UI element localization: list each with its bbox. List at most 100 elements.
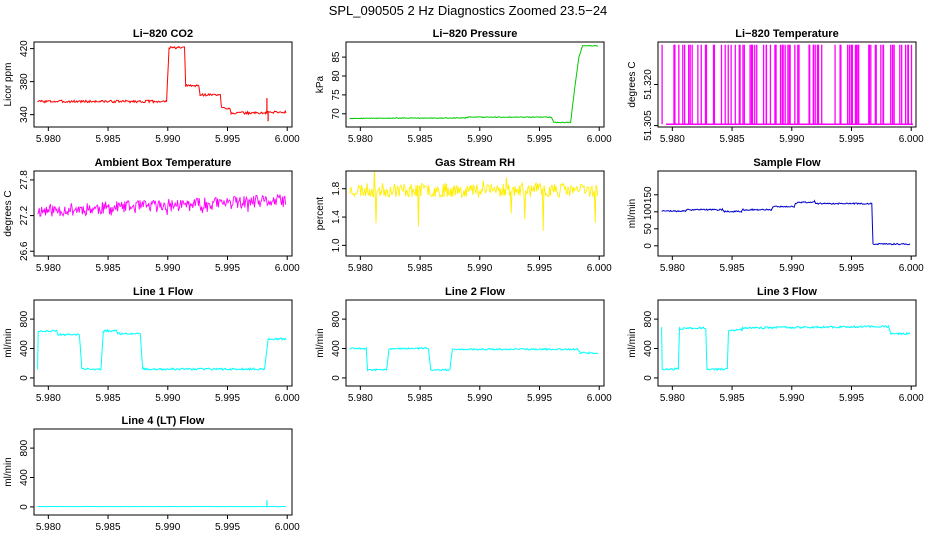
panel-line2-data <box>349 346 599 372</box>
panel-co2-frame <box>33 41 293 128</box>
panel-co2-xtick-label-4: 6.000 <box>275 134 300 145</box>
panel-rh-xtick-label-4: 6.000 <box>587 263 612 274</box>
panel-sample-xtick-label-2: 5.990 <box>779 263 804 274</box>
panel-co2-xtick-label-1: 5.985 <box>96 134 121 145</box>
panel-line3-xtick-label-1: 5.985 <box>720 393 745 404</box>
panel-pressure-series-line <box>349 44 599 124</box>
panel-ambient-xtick-label-2: 5.990 <box>155 263 180 274</box>
panel-pressure-data <box>349 44 599 124</box>
panel-sample-ytick-label-0: 0 <box>643 243 654 249</box>
panel-line1-xtick-label-2: 5.990 <box>155 393 180 404</box>
panel-line1-ytick-label-2: 800 <box>19 310 30 327</box>
panel-ambient-data <box>37 194 287 217</box>
panel-co2-xtick-label-0: 5.980 <box>36 134 61 145</box>
panel-line3-xtick-label-4: 6.000 <box>899 393 924 404</box>
panel-pressure-ytick-label-3: 85 <box>331 51 342 63</box>
panel-temperature-xtick-label-2: 5.990 <box>779 134 804 145</box>
panel-ambient: Ambient Box Temperature degrees C 5.980 5.9… <box>3 157 300 274</box>
panel-line1-frame <box>33 299 293 387</box>
panel-line4-xtick-label-0: 5.980 <box>36 522 61 533</box>
panel-line1-ylabel: ml/min <box>3 328 14 357</box>
panel-co2-ytick-label-0: 340 <box>19 106 30 123</box>
panel-co2-xtick-label-2: 5.990 <box>155 134 180 145</box>
panel-line2-ytick-label-0: 0 <box>331 375 342 381</box>
panel-sample-ytick-label-1: 50 <box>643 223 654 235</box>
panel-line1-xtick-label-0: 5.980 <box>36 393 61 404</box>
panel-ambient-series-noise <box>37 194 287 217</box>
panel-temperature-xtick-label-0: 5.980 <box>660 134 685 145</box>
panel-pressure-frame <box>345 41 605 128</box>
panel-line3-ytick-label-0: 0 <box>643 375 654 381</box>
panel-sample-ytick-label-2: 100 <box>643 203 654 220</box>
panel-ambient-xtick-label-1: 5.985 <box>96 263 121 274</box>
panel-pressure-xtick-label-1: 5.985 <box>408 134 433 145</box>
panel-ambient-xtick-label-0: 5.980 <box>36 263 61 274</box>
panel-co2-ylabel: Licor ppm <box>3 63 14 107</box>
panel-co2-xtick-label-3: 5.995 <box>215 134 240 145</box>
panel-temperature-xtick-label-4: 6.000 <box>899 134 924 145</box>
panel-co2-title: Li−820 CO2 <box>133 28 193 40</box>
panel-rh-data <box>349 171 599 231</box>
panel-line4-title: Line 4 (LT) Flow <box>122 415 205 427</box>
panel-pressure: Li−820 Pressure kPa 5.980 5.985 5.990 5.995 6.… <box>315 28 612 145</box>
panel-line2-ylabel: ml/min <box>315 328 326 357</box>
panel-line2-xtick-label-2: 5.990 <box>467 393 492 404</box>
panel-temperature-data <box>661 44 913 126</box>
panel-line4-ytick-label-0: 0 <box>19 504 30 510</box>
panel-line4-data <box>37 500 287 508</box>
panel-temperature-frame <box>657 41 917 128</box>
panel-line2-xtick-label-3: 5.995 <box>527 393 552 404</box>
figure-title: SPL_090505 2 Hz Diagnostics Zoomed 23.5−… <box>329 3 608 18</box>
panel-line3: Line 3 Flow ml/min 5.980 5.985 5.990 5.995 6.0… <box>627 286 924 404</box>
panel-pressure-xtick-label-3: 5.995 <box>527 134 552 145</box>
panel-sample-title: Sample Flow <box>753 157 821 169</box>
panel-line2-ytick-label-1: 400 <box>331 340 342 357</box>
panel-sample-ylabel: ml/min <box>627 199 638 228</box>
panel-ambient-xtick-label-4: 6.000 <box>275 263 300 274</box>
panel-rh-xtick-label-2: 5.990 <box>467 263 492 274</box>
panel-sample: Sample Flow ml/min 5.980 5.985 5.990 5.995 6.0… <box>627 157 924 274</box>
panel-temperature-ytick-label-1: 51.320 <box>643 69 654 100</box>
panel-sample-data <box>661 199 911 246</box>
panel-rh-xtick-label-0: 5.980 <box>348 263 373 274</box>
panel-line3-ytick-label-1: 400 <box>643 340 654 357</box>
panel-line4-xtick-label-2: 5.990 <box>155 522 180 533</box>
panel-co2: Li−820 CO2 Licor ppm 5.980 5.985 5.990 5.995 6… <box>3 28 300 145</box>
panel-line2-series-line <box>349 346 599 372</box>
panel-temperature: Li−820 Temperature degrees C 5.980 5.985 5.9… <box>627 28 924 145</box>
panel-line2-xtick-label-4: 6.000 <box>587 393 612 404</box>
panel-line2-title: Line 2 Flow <box>445 286 505 298</box>
panel-sample-frame <box>657 170 917 257</box>
panel-pressure-xtick-label-4: 6.000 <box>587 134 612 145</box>
panel-line4-ylabel: ml/min <box>3 457 14 486</box>
panel-line1-xtick-label-1: 5.985 <box>96 393 121 404</box>
panel-ambient-ytick-label-1: 27.2 <box>19 205 30 225</box>
panel-pressure-ytick-label-1: 75 <box>331 89 342 101</box>
panel-co2-ytick-label-2: 420 <box>19 40 30 57</box>
panels-group: Li−820 CO2 Licor ppm 5.980 5.985 5.990 5.995 6… <box>3 28 924 533</box>
panel-line4-frame <box>33 428 293 516</box>
panel-sample-xtick-label-3: 5.995 <box>839 263 864 274</box>
panel-line3-title: Line 3 Flow <box>757 286 817 298</box>
panel-line1-ytick-label-1: 400 <box>19 340 30 357</box>
panel-rh-frame <box>345 170 605 257</box>
panel-pressure-title: Li−820 Pressure <box>433 28 518 40</box>
panel-line4-ytick-label-2: 800 <box>19 439 30 456</box>
panel-pressure-xtick-label-0: 5.980 <box>348 134 373 145</box>
panel-rh-xtick-label-3: 5.995 <box>527 263 552 274</box>
panel-line1-series-line <box>37 328 287 371</box>
panel-line4: Line 4 (LT) Flow ml/min 5.980 5.985 5.990 5.9… <box>3 415 300 533</box>
panel-line2-frame <box>345 299 605 387</box>
panel-sample-xtick-label-0: 5.980 <box>660 263 685 274</box>
panel-line2: Line 2 Flow ml/min 5.980 5.985 5.990 5.995 6.0… <box>315 286 612 404</box>
panel-ambient-frame <box>33 170 293 257</box>
panel-rh-title: Gas Stream RH <box>435 157 515 169</box>
panel-pressure-ylabel: kPa <box>315 75 326 93</box>
panel-temperature-title: Li−820 Temperature <box>735 28 838 40</box>
panel-ambient-ytick-label-0: 26.6 <box>19 241 30 261</box>
panel-co2-data <box>37 45 287 122</box>
panel-line1-data <box>37 328 287 371</box>
panel-line1-xtick-label-4: 6.000 <box>275 393 300 404</box>
panel-line3-xtick-label-2: 5.990 <box>779 393 804 404</box>
